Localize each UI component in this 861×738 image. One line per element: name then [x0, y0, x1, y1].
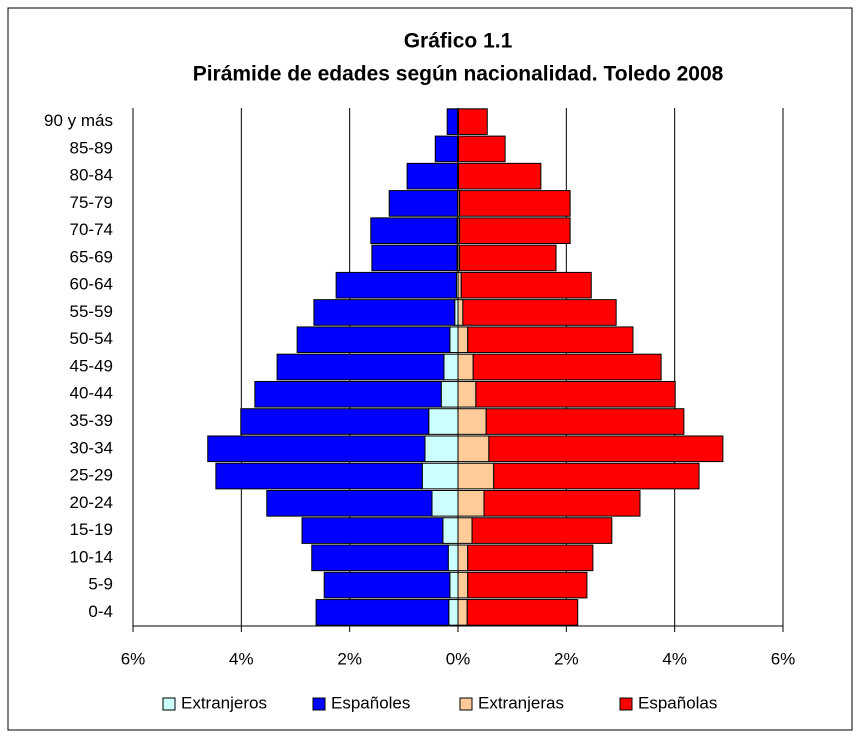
- bar: [447, 544, 459, 572]
- bar: [301, 517, 444, 544]
- bar: [311, 544, 449, 572]
- legend-swatch: [619, 697, 633, 711]
- legend-swatch: [459, 697, 473, 711]
- chart-subtitle: Pirámide de edades según nacionalidad. T…: [193, 63, 724, 86]
- bar: [313, 299, 456, 326]
- bar: [335, 271, 457, 299]
- bar: [467, 571, 588, 599]
- bar: [431, 490, 459, 517]
- bar: [457, 571, 469, 599]
- bar: [254, 380, 442, 408]
- bar: [266, 490, 433, 517]
- y-tick-label: 65-69: [70, 247, 113, 266]
- bar: [424, 435, 459, 463]
- bar: [323, 571, 451, 599]
- bar: [406, 162, 458, 190]
- bar: [207, 435, 426, 463]
- bar: [440, 380, 459, 408]
- y-tick-label: 0-4: [88, 602, 113, 621]
- y-tick-label: 15-19: [70, 520, 113, 539]
- bar: [467, 326, 634, 354]
- legend-label: Españoles: [331, 693, 410, 712]
- y-tick-label: 75-79: [70, 193, 113, 212]
- bar: [471, 517, 613, 544]
- y-tick-label: 70-74: [70, 220, 113, 239]
- bar: [371, 244, 458, 272]
- bar: [442, 517, 459, 544]
- legend-label: Extranjeras: [478, 693, 564, 712]
- x-tick-label: 2%: [337, 649, 362, 668]
- bar: [485, 408, 685, 435]
- bar: [240, 408, 430, 435]
- bar: [472, 353, 662, 381]
- legend-swatch: [312, 697, 326, 711]
- y-tick-label: 85-89: [70, 138, 113, 157]
- bar: [457, 462, 495, 490]
- bar: [458, 162, 542, 190]
- bar: [457, 299, 464, 326]
- bar: [457, 517, 473, 544]
- y-tick-label: 30-34: [70, 438, 113, 457]
- y-tick-label: 40-44: [70, 384, 113, 403]
- x-tick-label: 4%: [662, 649, 687, 668]
- bar: [475, 380, 676, 408]
- x-tick-label: 6%: [771, 649, 796, 668]
- bar: [459, 190, 571, 217]
- bar: [483, 490, 641, 517]
- bar: [388, 190, 458, 217]
- y-tick-label: 80-84: [70, 166, 113, 185]
- bar: [296, 326, 451, 354]
- y-tick-label: 90 y más: [44, 111, 113, 130]
- bar: [462, 299, 617, 326]
- bar: [457, 326, 469, 354]
- bar: [458, 108, 488, 135]
- y-tick-label: 25-29: [70, 466, 113, 485]
- bar: [457, 435, 490, 463]
- legend-swatch: [162, 697, 176, 711]
- bar: [460, 271, 592, 299]
- legend-label: Españolas: [638, 693, 717, 712]
- y-tick-label: 5-9: [88, 575, 113, 594]
- bar: [434, 135, 458, 163]
- bar: [215, 462, 423, 490]
- bar: [428, 408, 459, 435]
- x-tick-label: 0%: [446, 649, 471, 668]
- bar: [449, 326, 459, 354]
- bar: [457, 353, 474, 381]
- bar: [458, 135, 506, 163]
- bar: [457, 599, 468, 626]
- bar: [459, 217, 571, 244]
- bar: [457, 408, 487, 435]
- y-tick-label: 45-49: [70, 356, 113, 375]
- x-tick-label: 2%: [554, 649, 579, 668]
- bar: [493, 462, 700, 490]
- legend-label: Extranjeros: [181, 693, 267, 712]
- bar: [457, 544, 469, 572]
- y-tick-label: 55-59: [70, 302, 113, 321]
- bar: [446, 108, 458, 135]
- y-tick-label: 10-14: [70, 547, 113, 566]
- bar: [276, 353, 445, 381]
- y-tick-label: 50-54: [70, 329, 113, 348]
- bar: [449, 571, 459, 599]
- chart-title: Gráfico 1.1: [404, 30, 513, 53]
- bar: [457, 380, 477, 408]
- bar: [466, 599, 579, 626]
- bar: [467, 544, 594, 572]
- x-tick-label: 4%: [229, 649, 254, 668]
- bar: [457, 490, 485, 517]
- y-tick-label: 35-39: [70, 411, 113, 430]
- bar: [443, 353, 459, 381]
- bar: [421, 462, 459, 490]
- bar: [448, 599, 459, 626]
- y-tick-label: 60-64: [70, 275, 113, 294]
- bar: [370, 217, 458, 244]
- bar: [459, 244, 557, 272]
- x-tick-label: 6%: [121, 649, 146, 668]
- bar: [488, 435, 724, 463]
- bar: [315, 599, 450, 626]
- y-tick-label: 20-24: [70, 493, 113, 512]
